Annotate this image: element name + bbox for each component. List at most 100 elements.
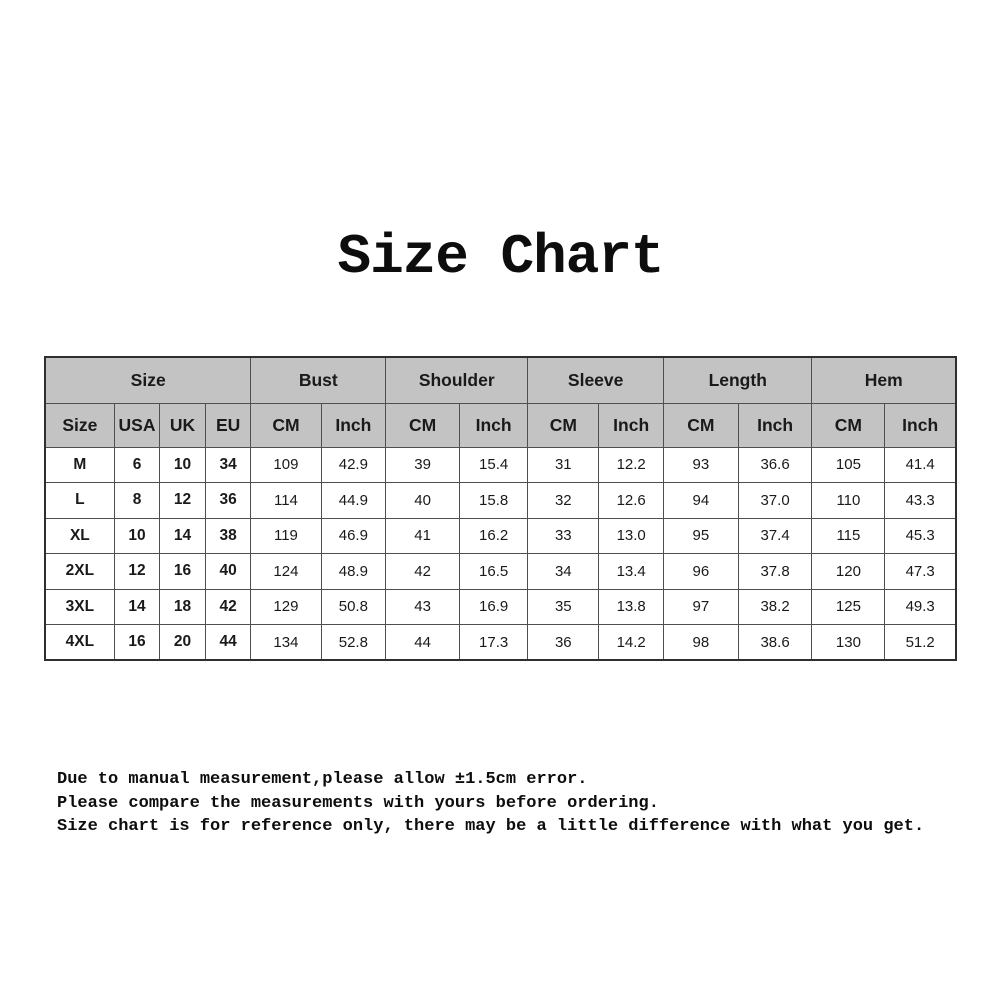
column-header-2-uk: UK [159, 402, 206, 448]
table-cell: 120 [811, 553, 886, 590]
table-row-4xl: 4XL 16 20 44 134 52.8 44 17.3 36 14.2 98 38.6 130 51.… [44, 624, 957, 661]
table-cell: XL [44, 517, 115, 554]
table-cell: 10 [113, 517, 161, 554]
table-cell: 125 [811, 588, 886, 625]
table-row-xl: XL 10 14 38 119 46.9 41 16.2 33 13.0 95 37.4 115 45.3 [44, 517, 957, 554]
table-cell: 33 [527, 517, 600, 554]
note-line-2: Please compare the measurements with you… [57, 793, 659, 813]
table-cell: 42 [204, 588, 252, 625]
table-cell: 95 [663, 517, 739, 554]
table-cell: 36 [204, 482, 252, 519]
table-cell: 16.2 [458, 517, 529, 554]
table-cell: 134 [250, 624, 322, 661]
table-cell: M [44, 446, 115, 483]
column-header-13-inch: Inch [884, 402, 957, 448]
table-cell: 37.0 [737, 482, 813, 519]
column-group-sleeve: Sleeve [527, 356, 664, 404]
table-cell: 10 [159, 446, 206, 483]
table-row-l: L 8 12 36 114 44.9 40 15.8 32 12.6 94 37.0 110 43.3 [44, 482, 957, 519]
table-cell: 20 [159, 624, 206, 661]
table-cell: 36.6 [737, 446, 813, 483]
table-cell: L [44, 482, 115, 519]
column-header-5-inch: Inch [320, 402, 387, 448]
table-header: Size Bust Shoulder Sleeve Length Hem Size USA UK… [44, 356, 957, 448]
table-cell: 49.3 [884, 588, 957, 625]
table-cell: 37.8 [737, 553, 813, 590]
table-cell: 16.9 [458, 588, 529, 625]
table-cell: 12 [113, 553, 161, 590]
table-cell: 115 [811, 517, 886, 554]
table-cell: 42.9 [320, 446, 387, 483]
column-header-1-usa: USA [113, 402, 161, 448]
table-cell: 97 [663, 588, 739, 625]
table-cell: 36 [527, 624, 600, 661]
table-cell: 41.4 [884, 446, 957, 483]
table-cell: 46.9 [320, 517, 387, 554]
table-cell: 109 [250, 446, 322, 483]
table-cell: 130 [811, 624, 886, 661]
table-cell: 44 [385, 624, 460, 661]
table-cell: 48.9 [320, 553, 387, 590]
table-cell: 2XL [44, 553, 115, 590]
column-header-7-inch: Inch [458, 402, 529, 448]
table-cell: 34 [204, 446, 252, 483]
table-cell: 37.4 [737, 517, 813, 554]
table-cell: 15.4 [458, 446, 529, 483]
column-group-length: Length [662, 356, 813, 404]
table-cell: 114 [250, 482, 322, 519]
table-cell: 12 [159, 482, 206, 519]
column-header-12-cm: CM [811, 402, 886, 448]
column-group-bust: Bust [250, 356, 387, 404]
table-cell: 12.6 [598, 482, 664, 519]
table-cell: 13.0 [598, 517, 664, 554]
table-cell: 38.2 [737, 588, 813, 625]
table-cell: 3XL [44, 588, 115, 625]
table-cell: 34 [527, 553, 600, 590]
table-cell: 50.8 [320, 588, 387, 625]
table-cell: 38.6 [737, 624, 813, 661]
table-cell: 43 [385, 588, 460, 625]
table-cell: 32 [527, 482, 600, 519]
table-cell: 39 [385, 446, 460, 483]
column-header-10-cm: CM [663, 402, 739, 448]
table-cell: 129 [250, 588, 322, 625]
table-cell: 14 [159, 517, 206, 554]
table-cell: 4XL [44, 624, 115, 661]
table-cell: 94 [663, 482, 739, 519]
column-header-4-cm: CM [250, 402, 322, 448]
table-cell: 105 [811, 446, 886, 483]
table-cell: 15.8 [458, 482, 529, 519]
column-group-shoulder: Shoulder [385, 356, 529, 404]
table-cell: 98 [663, 624, 739, 661]
table-cell: 13.4 [598, 553, 664, 590]
table-cell: 35 [527, 588, 600, 625]
table-cell: 43.3 [884, 482, 957, 519]
header-group-row: Size Bust Shoulder Sleeve Length Hem [44, 356, 957, 404]
header-sub-row: Size USA UK EU CM Inch CM Inch CM Inch CM Inch CM Inc… [44, 402, 957, 448]
table-cell: 8 [113, 482, 161, 519]
note-line-3: Size chart is for reference only, there … [57, 817, 925, 836]
table-cell: 14 [113, 588, 161, 625]
table-cell: 124 [250, 553, 322, 590]
table-cell: 96 [663, 553, 739, 590]
table-cell: 18 [159, 588, 206, 625]
table-cell: 51.2 [884, 624, 957, 661]
table-cell: 40 [204, 553, 252, 590]
table-cell: 16 [159, 553, 206, 590]
table-cell: 38 [204, 517, 252, 554]
table-cell: 14.2 [598, 624, 664, 661]
table-row-3xl: 3XL 14 18 42 129 50.8 43 16.9 35 13.8 97 38.2 125 49.… [44, 588, 957, 625]
table-cell: 6 [113, 446, 161, 483]
column-header-0-size: Size [44, 402, 115, 448]
table-cell: 40 [385, 482, 460, 519]
table-cell: 45.3 [884, 517, 957, 554]
table-cell: 16 [113, 624, 161, 661]
column-group-hem: Hem [811, 356, 957, 404]
note-line-1: Due to manual measurement,please allow ±… [57, 770, 588, 789]
table-cell: 47.3 [884, 553, 957, 590]
page-title: Size Chart [337, 225, 664, 289]
column-header-8-cm: CM [527, 402, 600, 448]
table-body: M 6 10 34 109 42.9 39 15.4 31 12.2 93 36.6 105 41.4 L 8… [44, 446, 957, 661]
size-chart-table: Size Bust Shoulder Sleeve Length Hem Size USA UK… [44, 356, 957, 661]
table-cell: 31 [527, 446, 600, 483]
